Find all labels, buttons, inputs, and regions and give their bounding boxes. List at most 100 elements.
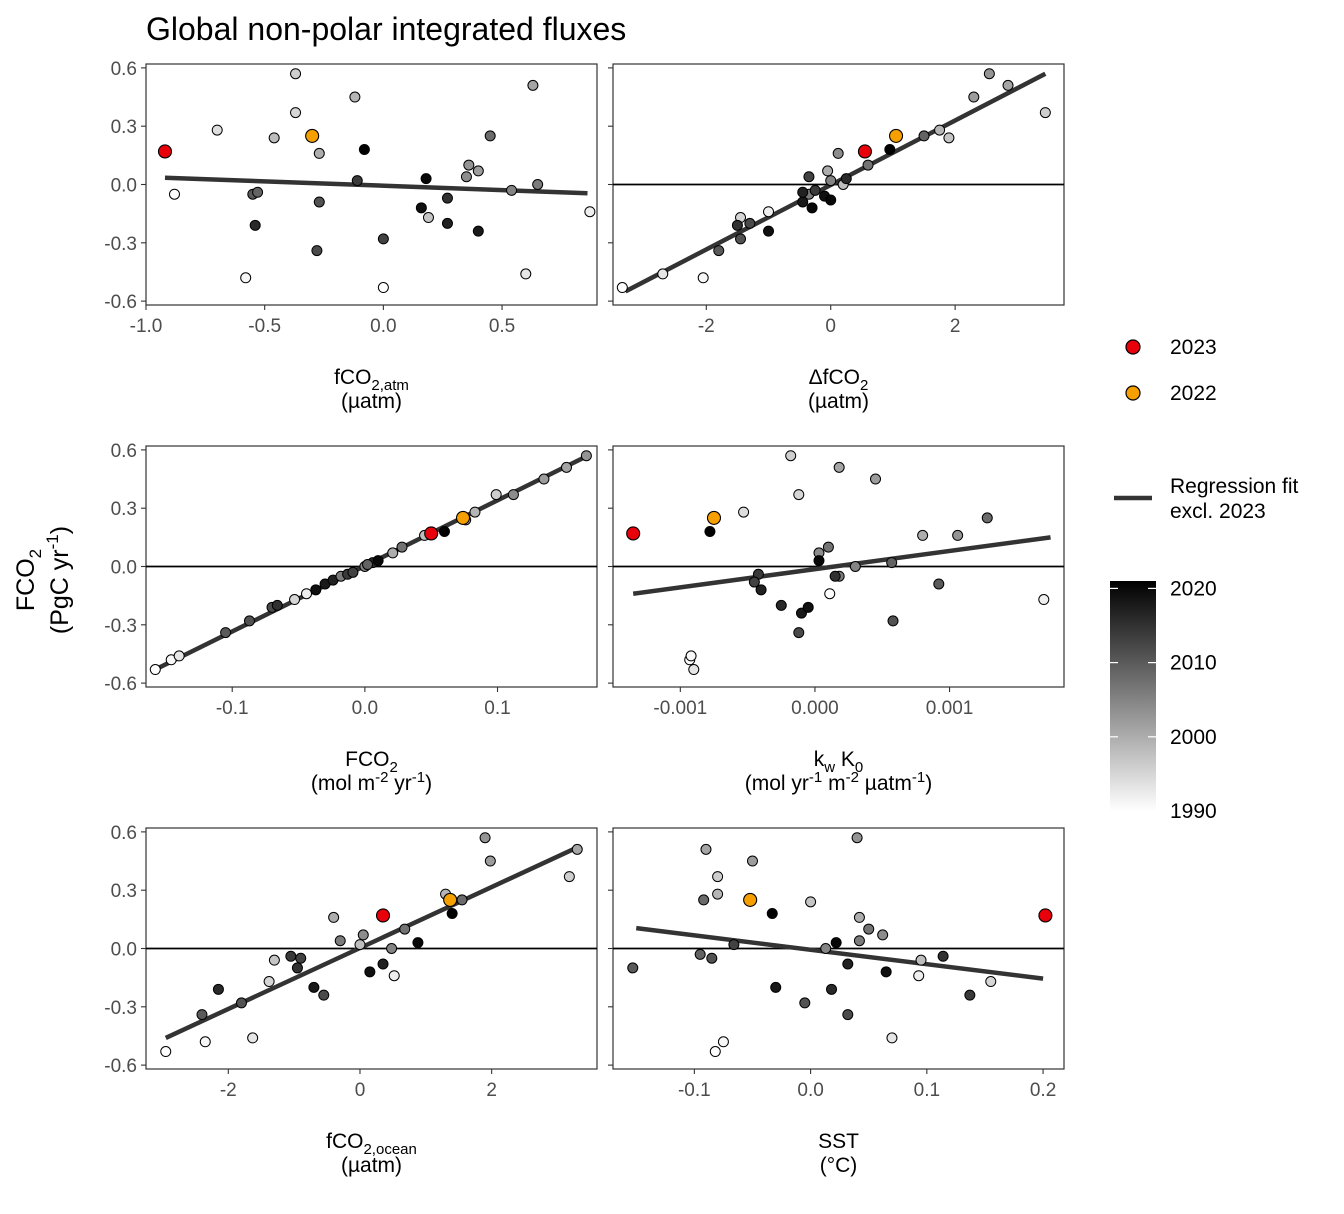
data-point <box>886 1032 898 1044</box>
data-point <box>268 954 280 966</box>
data-point <box>372 555 384 567</box>
data-point <box>748 576 760 588</box>
data-point <box>1038 594 1050 606</box>
data-point <box>700 843 712 855</box>
data-point <box>377 233 389 245</box>
panel-1: -0.6-0.30.00.30.6-1.0 -0.5 0.0 0.5fCO2,atm(… <box>104 59 598 413</box>
data-point <box>290 68 302 80</box>
data-point <box>196 1009 208 1021</box>
data-point <box>347 566 359 578</box>
data-point <box>832 147 844 159</box>
y-tick-label: -0.3 <box>104 616 137 637</box>
data-point <box>173 650 185 662</box>
data-point <box>731 219 743 231</box>
data-point <box>295 952 307 964</box>
x-tick-label: 0.0 <box>370 316 396 337</box>
data-point <box>797 186 809 198</box>
data-point <box>735 233 747 245</box>
data-point <box>915 954 927 966</box>
data-point <box>289 594 301 606</box>
data-point <box>853 911 865 923</box>
data-point <box>387 547 399 559</box>
y-axis-title: FCO2 (PgC yr-1) <box>12 526 74 634</box>
x-tick-label: 0.001 <box>926 698 974 719</box>
data-point <box>318 989 330 1001</box>
data-point <box>290 107 302 119</box>
legend-2022-label: 2022 <box>1170 382 1217 405</box>
data-point <box>412 937 424 949</box>
y-tick-label: 0.6 <box>111 59 137 80</box>
data-point <box>694 948 706 960</box>
data-point <box>484 855 496 867</box>
data-point <box>829 570 841 582</box>
colorbar <box>1110 581 1156 811</box>
y-tick-label: 0.6 <box>111 823 137 844</box>
data-point <box>334 935 346 947</box>
data-point <box>584 206 596 218</box>
x-tick-label: 0.0 <box>352 698 378 719</box>
data-point <box>766 908 778 920</box>
y-axis-unit: (PgC yr <box>46 549 74 634</box>
x-axis-unit: (°C) <box>820 1154 858 1177</box>
x-tick-label: -0.5 <box>248 316 281 337</box>
data-point <box>472 165 484 177</box>
x-axis-label: SST <box>818 1130 859 1153</box>
data-point <box>886 557 898 569</box>
data-point <box>805 896 817 908</box>
regression-line <box>164 175 588 196</box>
y-tick-label: 0.3 <box>111 117 137 138</box>
data-point <box>168 188 180 200</box>
svg-text:FCO2: FCO2 <box>12 549 45 611</box>
x-tick-label: 2 <box>486 1080 497 1101</box>
point-2023 <box>157 144 173 159</box>
data-point <box>212 983 224 995</box>
point-2022 <box>743 892 758 907</box>
data-point <box>271 599 283 611</box>
colorbar-tick-label: 1990 <box>1170 800 1217 823</box>
x-tick-label: 0.000 <box>791 698 839 719</box>
data-point <box>441 217 453 229</box>
data-point <box>349 91 361 103</box>
data-point <box>243 615 255 627</box>
data-point <box>220 627 232 639</box>
data-point <box>822 541 834 553</box>
y-tick-label: -0.6 <box>104 1056 137 1077</box>
data-point <box>862 159 874 171</box>
data-point <box>825 175 837 187</box>
y-tick-label: 0.6 <box>111 441 137 462</box>
data-point <box>235 997 247 1009</box>
point-2022 <box>888 128 904 143</box>
x-tick-label: 0 <box>355 1080 366 1101</box>
y-tick-label: 0.0 <box>111 176 137 197</box>
data-point <box>763 225 775 237</box>
data-point <box>616 282 628 294</box>
data-point <box>853 935 865 947</box>
data-point <box>985 976 997 988</box>
point-2023 <box>375 908 391 923</box>
y-tick-label: 0.0 <box>111 558 137 579</box>
x-tick-label: 0.0 <box>797 1080 823 1101</box>
data-point <box>913 970 925 982</box>
y-tick-label: 0.0 <box>111 940 137 961</box>
x-tick-label: -1.0 <box>130 316 163 337</box>
data-point <box>825 194 837 206</box>
data-point <box>484 130 496 142</box>
data-point <box>313 196 325 208</box>
y-tick-label: -0.3 <box>104 234 137 255</box>
data-point <box>934 124 946 136</box>
data-point <box>472 225 484 237</box>
data-point <box>388 970 400 982</box>
data-point <box>263 976 275 988</box>
data-point <box>822 165 834 177</box>
data-point <box>199 1036 211 1048</box>
x-axis-unit: (µatm) <box>341 1154 402 1177</box>
data-point <box>460 171 472 183</box>
data-point <box>728 939 740 951</box>
legend-fit-label-2: excl. 2023 <box>1170 500 1266 523</box>
data-point <box>507 489 519 501</box>
x-tick-label: 0.2 <box>1030 1080 1056 1101</box>
data-point <box>285 950 297 962</box>
data-point <box>291 962 303 974</box>
